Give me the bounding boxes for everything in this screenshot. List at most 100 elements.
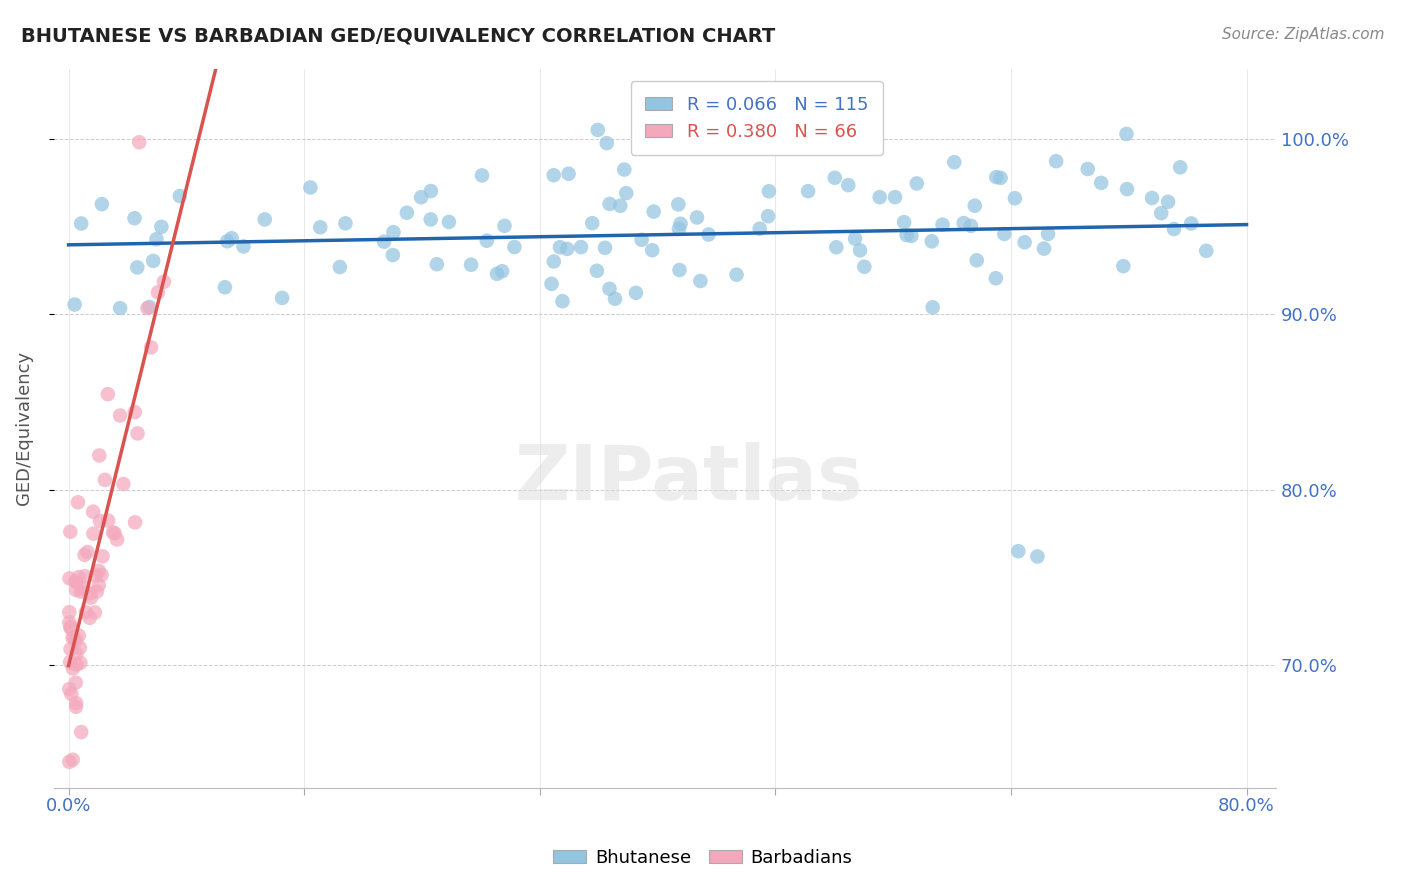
Point [70, 725, 93, 739]
Point [86, 584, 108, 599]
Point [66, 495, 89, 509]
Point [1115, 127, 1137, 141]
Point [614, 186, 637, 201]
Point [825, 240, 848, 254]
Point [214, 280, 236, 294]
Point [105, 533, 128, 547]
Point [58, 755, 80, 769]
Point [127, 260, 149, 275]
Point [58, 615, 80, 630]
Point [598, 282, 620, 296]
Point [79, 611, 101, 625]
Point [756, 209, 779, 223]
Point [329, 260, 352, 274]
Text: 0.0%: 0.0% [46, 797, 91, 815]
Point [725, 268, 748, 282]
Point [485, 267, 508, 281]
Point [548, 240, 571, 254]
Point [1045, 154, 1067, 169]
Point [65, 696, 87, 710]
Point [84, 568, 107, 582]
Point [689, 274, 711, 288]
Point [94, 473, 117, 487]
Point [67, 628, 90, 642]
Point [82, 526, 104, 541]
Point [853, 260, 876, 274]
Point [1026, 549, 1049, 564]
Point [232, 239, 254, 253]
Point [1036, 227, 1059, 241]
Point [89, 514, 111, 528]
Point [844, 232, 866, 246]
Point [543, 254, 565, 268]
Point [1180, 217, 1202, 231]
Point [624, 285, 647, 300]
Point [62, 631, 84, 645]
Point [666, 197, 689, 211]
Point [217, 234, 239, 248]
Point [921, 301, 943, 315]
Point [1168, 161, 1191, 175]
Point [952, 216, 974, 230]
Point [63, 632, 86, 646]
Point [58, 571, 80, 585]
Point [797, 184, 820, 198]
Point [557, 167, 579, 181]
Point [63, 297, 86, 311]
Point [75, 606, 97, 620]
Point [1077, 161, 1099, 176]
Point [89, 449, 111, 463]
Point [101, 525, 124, 540]
Point [460, 258, 482, 272]
Point [150, 219, 173, 234]
Point [1195, 244, 1218, 258]
Point [69, 640, 91, 655]
Point [869, 190, 891, 204]
Point [748, 221, 770, 235]
Point [65, 582, 87, 597]
Point [596, 136, 619, 150]
Point [1112, 259, 1135, 273]
Point [593, 241, 616, 255]
Point [960, 219, 983, 233]
Point [253, 212, 276, 227]
Point [503, 240, 526, 254]
Point [373, 235, 395, 249]
Point [87, 578, 110, 592]
Point [72, 582, 94, 596]
Point [1163, 222, 1185, 236]
Point [58, 605, 80, 619]
Point [82, 505, 104, 519]
Point [986, 170, 1008, 185]
Legend: Bhutanese, Barbadians: Bhutanese, Barbadians [546, 842, 860, 874]
Point [943, 155, 966, 169]
Point [669, 217, 692, 231]
Point [896, 227, 918, 242]
Point [70, 217, 93, 231]
Point [83, 606, 105, 620]
Point [142, 253, 165, 268]
Text: 80.0%: 80.0% [1218, 797, 1275, 815]
Point [128, 135, 150, 149]
Point [630, 233, 652, 247]
Point [65, 657, 87, 672]
Point [905, 177, 928, 191]
Point [60, 687, 83, 701]
Point [419, 184, 441, 198]
Point [437, 215, 460, 229]
Point [145, 232, 167, 246]
Text: Source: ZipAtlas.com: Source: ZipAtlas.com [1222, 27, 1385, 42]
Point [884, 190, 907, 204]
Point [849, 244, 872, 258]
Point [569, 240, 592, 254]
Point [87, 564, 110, 578]
Legend: R = 0.066   N = 115, R = 0.380   N = 66: R = 0.066 N = 115, R = 0.380 N = 66 [631, 81, 883, 155]
Point [59, 621, 82, 635]
Point [97, 514, 120, 528]
Point [555, 242, 578, 256]
Point [79, 586, 101, 600]
Point [62, 753, 84, 767]
Point [59, 655, 82, 669]
Point [581, 216, 603, 230]
Point [1090, 176, 1112, 190]
